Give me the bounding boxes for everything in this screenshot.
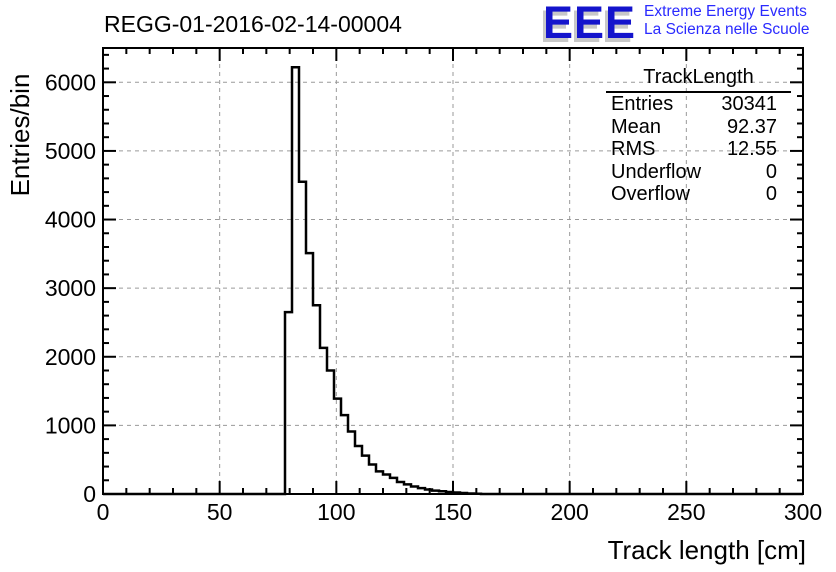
stats-value: 30341 [721, 93, 777, 115]
stats-value: 92.37 [726, 115, 777, 138]
stats-value: 12.55 [726, 138, 777, 161]
plot-title: REGG-01-2016-02-14-00004 [104, 11, 402, 37]
x-tick-label: 300 [784, 499, 822, 525]
x-tick-label: 200 [550, 499, 588, 525]
x-tick-label: 150 [434, 499, 472, 525]
x-tick-label: 100 [317, 499, 355, 525]
stats-row-overflow: Overflow 0 [606, 183, 791, 206]
stats-row-entries: Entries 30341 [606, 93, 791, 116]
y-axis-title: Entries/bin [5, 73, 35, 197]
y-tick-label: 1000 [45, 412, 96, 438]
y-tick-label: 4000 [45, 207, 96, 233]
eee-logo-text: Extreme Energy Events La Scienza nelle S… [644, 3, 809, 38]
eee-logo: EEE Extreme Energy Events La Scienza nel… [543, 0, 810, 45]
x-tick-label: 0 [97, 499, 110, 525]
x-axis-title: Track length [cm] [607, 535, 806, 565]
stats-label: RMS [611, 138, 656, 161]
eee-logo-line2: La Scienza nelle Scuole [644, 20, 810, 38]
eee-logo-line1: Extreme Energy Events [644, 3, 807, 20]
histogram-line [103, 65, 803, 496]
stats-value: 0 [765, 183, 777, 206]
stats-label: Mean [611, 115, 662, 138]
y-tick-label: 3000 [45, 275, 96, 301]
y-tick-label: 0 [83, 481, 96, 507]
y-tick-label: 6000 [45, 69, 96, 95]
stats-value: 0 [765, 160, 777, 183]
y-tick-label: 2000 [45, 344, 96, 370]
x-tick-label: 250 [667, 499, 705, 525]
stats-row-rms: RMS 12.55 [606, 138, 791, 161]
stats-row-mean: Mean 92.37 [606, 116, 791, 139]
stats-label: Underflow [611, 160, 702, 183]
x-tick-label: 50 [207, 499, 233, 525]
y-tick-label: 5000 [45, 138, 96, 164]
stats-label: Entries [611, 93, 674, 115]
stats-label: Overflow [611, 183, 690, 206]
eee-logo-acronym: EEE [543, 0, 637, 48]
stats-title: TrackLength [606, 66, 791, 93]
stats-row-underflow: Underflow 0 [606, 161, 791, 184]
stats-box: TrackLength Entries 30341 Mean 92.37 RMS… [606, 66, 791, 206]
